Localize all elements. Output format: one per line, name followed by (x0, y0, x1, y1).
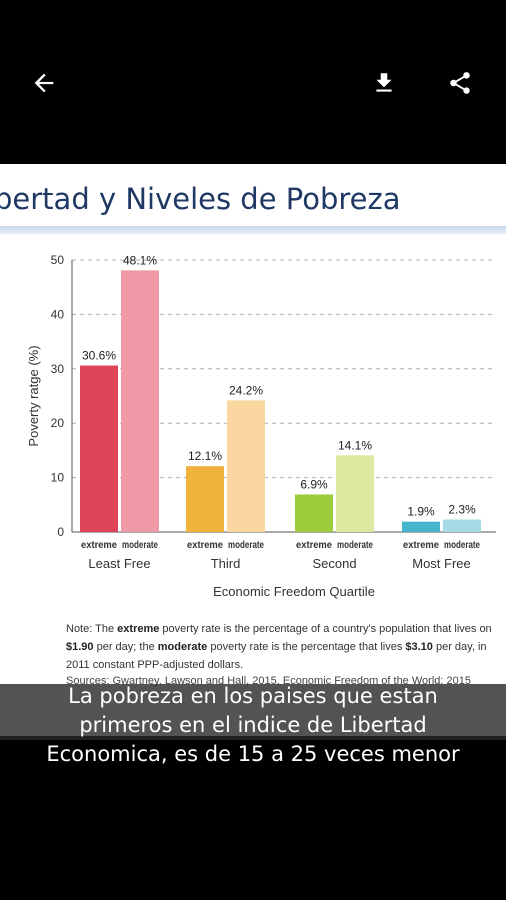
back-button[interactable] (24, 63, 64, 103)
title-divider (0, 226, 506, 234)
category-label: Second (312, 556, 356, 571)
subcategory-label: moderate (122, 540, 158, 551)
caption-line: primeros en el indice de Libertad (79, 713, 427, 737)
arrow-back-icon (34, 73, 54, 93)
bar-extreme (186, 466, 224, 532)
subcategory-label: moderate (444, 540, 480, 551)
caption: La pobreza en los paises que estan prime… (0, 682, 506, 769)
category-label: Least Free (88, 556, 150, 571)
y-tick-label: 0 (57, 525, 64, 539)
x-axis-label: Economic Freedom Quartile (213, 584, 375, 599)
data-label: 2.3% (448, 502, 476, 516)
bar-extreme (80, 365, 118, 532)
slide-image[interactable]: bertad y Niveles de Pobreza 0 10 20 30 40 50 P… (0, 164, 506, 736)
subcategory-label: moderate (337, 540, 373, 551)
data-label: 48.1% (123, 253, 157, 267)
subcategory-label: extreme (81, 540, 117, 551)
y-tick-label: 20 (51, 416, 65, 430)
data-label: 1.9% (407, 505, 435, 519)
bar-extreme (295, 494, 333, 532)
subcategory-label: extreme (187, 540, 223, 551)
poverty-bar-chart: 0 10 20 30 40 50 Poverty ratge (%) 30.6% extreme… (26, 253, 496, 599)
bar-moderate (227, 400, 265, 532)
bar-moderate (336, 455, 374, 532)
chart-note: Note: The extreme poverty rate is the pe… (66, 623, 492, 671)
data-label: 12.1% (188, 449, 222, 463)
subcategory-label: moderate (228, 540, 264, 551)
y-tick-label: 50 (51, 253, 65, 267)
top-app-bar (0, 0, 506, 164)
y-tick-label: 10 (51, 471, 65, 485)
y-tick-label: 30 (51, 362, 65, 376)
bar-extreme (402, 521, 440, 532)
category-label: Most Free (412, 556, 471, 571)
data-label: 14.1% (338, 438, 372, 452)
download-button[interactable] (364, 63, 404, 103)
bar-moderate (443, 519, 481, 532)
share-icon (450, 72, 470, 94)
subcategory-label: extreme (296, 540, 332, 551)
share-button[interactable] (440, 63, 480, 103)
y-axis-label: Poverty ratge (%) (26, 345, 41, 446)
slide-title: bertad y Niveles de Pobreza (0, 182, 401, 216)
bar-moderate (121, 270, 159, 532)
caption-background (0, 684, 506, 740)
caption-line: La pobreza en los paises que estan (68, 684, 438, 708)
data-label: 24.2% (229, 383, 263, 397)
caption-line: Economica, es de 15 a 25 veces menor (46, 742, 460, 766)
download-icon (376, 73, 392, 92)
subcategory-label: extreme (403, 540, 439, 551)
data-label: 30.6% (82, 349, 116, 363)
data-label: 6.9% (300, 477, 328, 491)
category-label: Third (211, 556, 241, 571)
y-tick-label: 40 (51, 307, 65, 321)
